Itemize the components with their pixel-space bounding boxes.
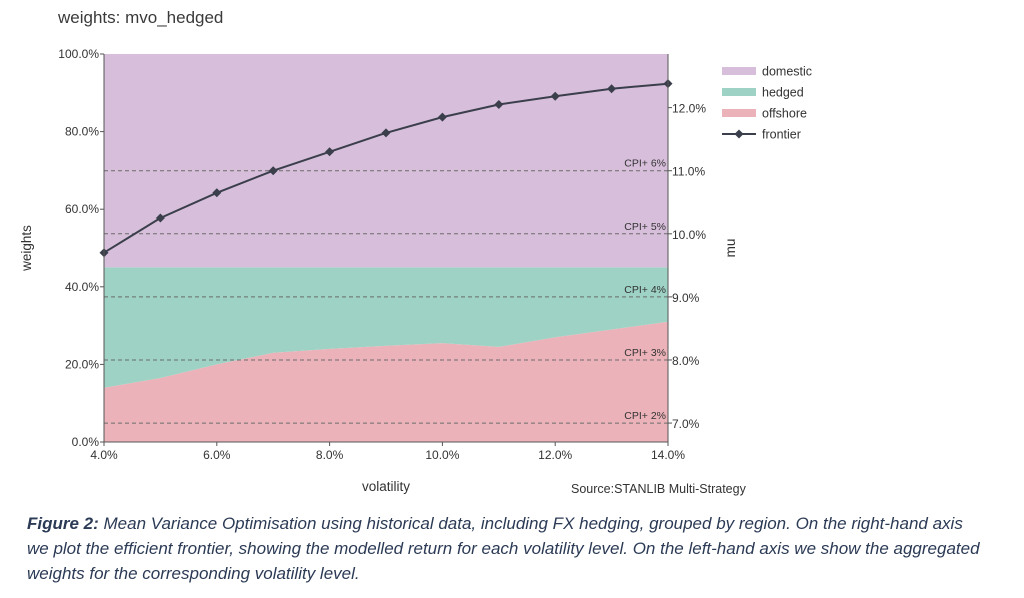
y2-tick-label: 9.0%	[672, 291, 700, 305]
frontier-point	[212, 188, 222, 198]
frontier-point	[381, 128, 391, 138]
stacked-areas	[104, 54, 668, 442]
y-tick-label: 100.0%	[58, 47, 99, 61]
y-tick-label: 80.0%	[65, 125, 99, 139]
y2-tick-label: 10.0%	[672, 228, 706, 242]
y-tick-label: 60.0%	[65, 202, 99, 216]
cpi-label-4: CPI+ 5%	[624, 221, 666, 233]
legend-swatch-offshore	[722, 109, 756, 117]
frontier-point	[437, 112, 447, 122]
x-tick-label: 8.0%	[316, 448, 344, 462]
frontier-series	[99, 79, 673, 258]
cpi-label-1: CPI+ 2%	[624, 410, 666, 422]
x-tick-label: 4.0%	[90, 448, 118, 462]
cpi-label-2: CPI+ 3%	[624, 347, 666, 359]
legend-label-frontier: frontier	[762, 128, 801, 142]
y-tick-label: 20.0%	[65, 357, 99, 371]
x-tick-label: 14.0%	[651, 448, 685, 462]
frontier-point	[607, 84, 617, 94]
caption-text: Mean Variance Optimisation using histori…	[27, 514, 980, 583]
x-axis-label: volatility	[362, 479, 410, 494]
legend-swatch-hedged	[722, 88, 756, 96]
cpi-label-3: CPI+ 4%	[624, 284, 666, 296]
legend: domestic hedged offshore frontier	[722, 65, 812, 142]
area-offshore	[104, 321, 668, 442]
y-tick-label: 0.0%	[72, 435, 100, 449]
x-tick-label: 6.0%	[203, 448, 231, 462]
figure-caption: Figure 2: Mean Variance Optimisation usi…	[27, 511, 987, 586]
x-tick-label: 10.0%	[425, 448, 459, 462]
y2-axis-label: mu	[723, 239, 738, 258]
caption-label: Figure 2:	[27, 514, 99, 533]
cpi-label-5: CPI+ 6%	[624, 158, 666, 170]
frontier-point	[494, 99, 504, 109]
cpi-reference-lines: CPI+ 2% CPI+ 3% CPI+ 4% CPI+ 5% CPI+ 6%	[104, 158, 668, 424]
y2-tick-label: 11.0%	[672, 165, 705, 179]
legend-label-domestic: domestic	[762, 65, 812, 79]
frontier-point	[325, 147, 335, 157]
y2-tick-label: 12.0%	[672, 102, 706, 116]
y-tick-label: 40.0%	[65, 280, 99, 294]
source-note: Source:STANLIB Multi-Strategy	[571, 482, 746, 496]
area-hedged	[104, 267, 668, 388]
frontier-point	[155, 213, 165, 223]
x-tick-label: 12.0%	[538, 448, 572, 462]
chart-title: weights: mvo_hedged	[58, 8, 224, 27]
axes: 0.0% 20.0% 40.0% 60.0% 80.0% 100.0% 4.0% 6.0% 8.…	[19, 47, 738, 494]
legend-label-hedged: hedged	[762, 86, 804, 100]
y2-tick-label: 7.0%	[672, 417, 700, 431]
frontier-point	[550, 91, 560, 101]
legend-frontier-marker	[734, 129, 744, 139]
weights-chart: CPI+ 2% CPI+ 3% CPI+ 4% CPI+ 5% CPI+ 6% 0.0%…	[19, 47, 812, 494]
legend-swatch-domestic	[722, 67, 756, 75]
y2-tick-label: 8.0%	[672, 354, 700, 368]
legend-label-offshore: offshore	[762, 107, 807, 121]
area-domestic	[104, 54, 668, 268]
y-axis-label: weights	[19, 225, 34, 272]
frontier-point	[268, 166, 278, 176]
